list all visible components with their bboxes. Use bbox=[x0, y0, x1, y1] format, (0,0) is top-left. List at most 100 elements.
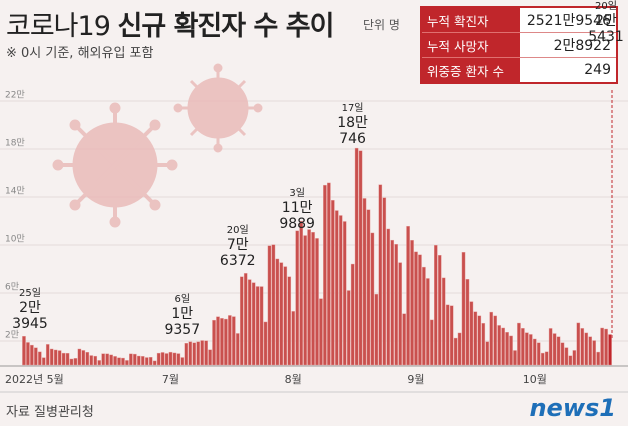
bar bbox=[152, 360, 157, 366]
bar bbox=[140, 356, 145, 366]
value-label: 2만 3945 bbox=[12, 300, 48, 333]
bar bbox=[275, 258, 280, 366]
data-annotation: 6일 1만 9357 bbox=[164, 293, 200, 338]
bar bbox=[26, 342, 30, 366]
bar bbox=[457, 332, 462, 366]
date-label: 17일 bbox=[341, 102, 364, 114]
bar bbox=[255, 286, 260, 366]
virus-decoration bbox=[52, 63, 263, 228]
value-label: 7만 6372 bbox=[219, 237, 256, 270]
bar bbox=[311, 232, 315, 366]
summary-row: 누적 확진자 2521만9546 bbox=[421, 7, 617, 33]
bar bbox=[121, 357, 125, 366]
bar bbox=[445, 304, 450, 366]
bar bbox=[418, 254, 422, 366]
bar bbox=[449, 305, 454, 366]
bar bbox=[604, 328, 608, 366]
bar bbox=[228, 315, 232, 366]
bar bbox=[69, 358, 74, 366]
bar bbox=[410, 240, 414, 366]
bar bbox=[473, 311, 478, 366]
bar bbox=[89, 355, 94, 366]
bar bbox=[501, 327, 505, 366]
bar bbox=[509, 335, 513, 366]
bar bbox=[41, 357, 46, 366]
y-tick-label: 10만 bbox=[5, 234, 25, 245]
summary-table: 누적 확진자 2521만9546 누적 사망자 2만8922 위중증 환자 수 249 bbox=[420, 6, 618, 84]
summary-value: 2521만9546 bbox=[520, 7, 617, 33]
bar bbox=[295, 230, 299, 366]
bar bbox=[453, 337, 458, 366]
bar bbox=[358, 150, 363, 366]
data-annotation: 17일 18만 746 bbox=[337, 102, 368, 147]
bar bbox=[220, 318, 224, 366]
bar bbox=[517, 322, 521, 366]
bar bbox=[176, 353, 181, 366]
bar bbox=[390, 239, 395, 366]
bar bbox=[560, 342, 565, 366]
bar bbox=[109, 354, 113, 366]
bar bbox=[73, 358, 78, 366]
bar bbox=[113, 356, 117, 366]
bar bbox=[529, 334, 533, 366]
summary-label: 위중증 환자 수 bbox=[421, 57, 520, 84]
bar bbox=[137, 355, 141, 366]
bar bbox=[584, 332, 589, 366]
bar bbox=[354, 147, 359, 366]
bar bbox=[160, 352, 165, 366]
bar bbox=[497, 325, 501, 366]
bar bbox=[287, 276, 292, 366]
bar bbox=[525, 332, 529, 366]
source: 자료 질병관리청 bbox=[6, 405, 94, 420]
bar bbox=[402, 313, 406, 366]
bar bbox=[291, 311, 296, 366]
bar bbox=[283, 266, 288, 366]
bar bbox=[489, 311, 494, 366]
bar bbox=[437, 255, 442, 366]
y-tick-label: 2만 bbox=[5, 330, 19, 341]
bar bbox=[172, 352, 177, 366]
bar bbox=[426, 278, 430, 366]
bar bbox=[212, 319, 216, 366]
bar bbox=[608, 334, 612, 366]
summary-label: 누적 확진자 bbox=[421, 7, 520, 33]
bar bbox=[239, 276, 244, 366]
bar bbox=[117, 357, 121, 366]
bar bbox=[271, 244, 276, 366]
logo: news1 bbox=[529, 394, 616, 422]
bar bbox=[465, 279, 470, 366]
bar bbox=[366, 209, 371, 366]
bar bbox=[125, 360, 129, 366]
bar bbox=[200, 340, 204, 366]
bar bbox=[133, 353, 137, 366]
bar bbox=[588, 336, 593, 366]
bar bbox=[299, 220, 303, 366]
bar bbox=[224, 318, 228, 366]
bar bbox=[319, 298, 323, 366]
bar bbox=[536, 342, 541, 366]
date-label: 3일 bbox=[289, 187, 305, 199]
bar bbox=[461, 252, 466, 366]
bar bbox=[580, 328, 585, 366]
subtitle: ※ 0시 기준, 해외유입 포함 bbox=[6, 46, 154, 61]
bar bbox=[414, 251, 418, 366]
bar bbox=[45, 344, 50, 366]
title-part: 신규 확진자 수 추이 bbox=[117, 11, 334, 42]
bar bbox=[370, 232, 375, 366]
bar bbox=[544, 351, 549, 366]
bar bbox=[105, 353, 109, 366]
bar bbox=[469, 301, 474, 366]
bar bbox=[129, 353, 133, 366]
x-tick-label: 9월 bbox=[407, 373, 424, 386]
bar bbox=[164, 353, 169, 366]
bar bbox=[192, 342, 197, 366]
bar bbox=[49, 348, 54, 366]
bar bbox=[335, 210, 339, 366]
bar bbox=[398, 262, 402, 366]
x-tick-label: 10월 bbox=[523, 373, 547, 386]
bar bbox=[279, 262, 284, 366]
bar bbox=[481, 323, 486, 366]
bar bbox=[556, 336, 561, 366]
bar bbox=[505, 332, 509, 366]
